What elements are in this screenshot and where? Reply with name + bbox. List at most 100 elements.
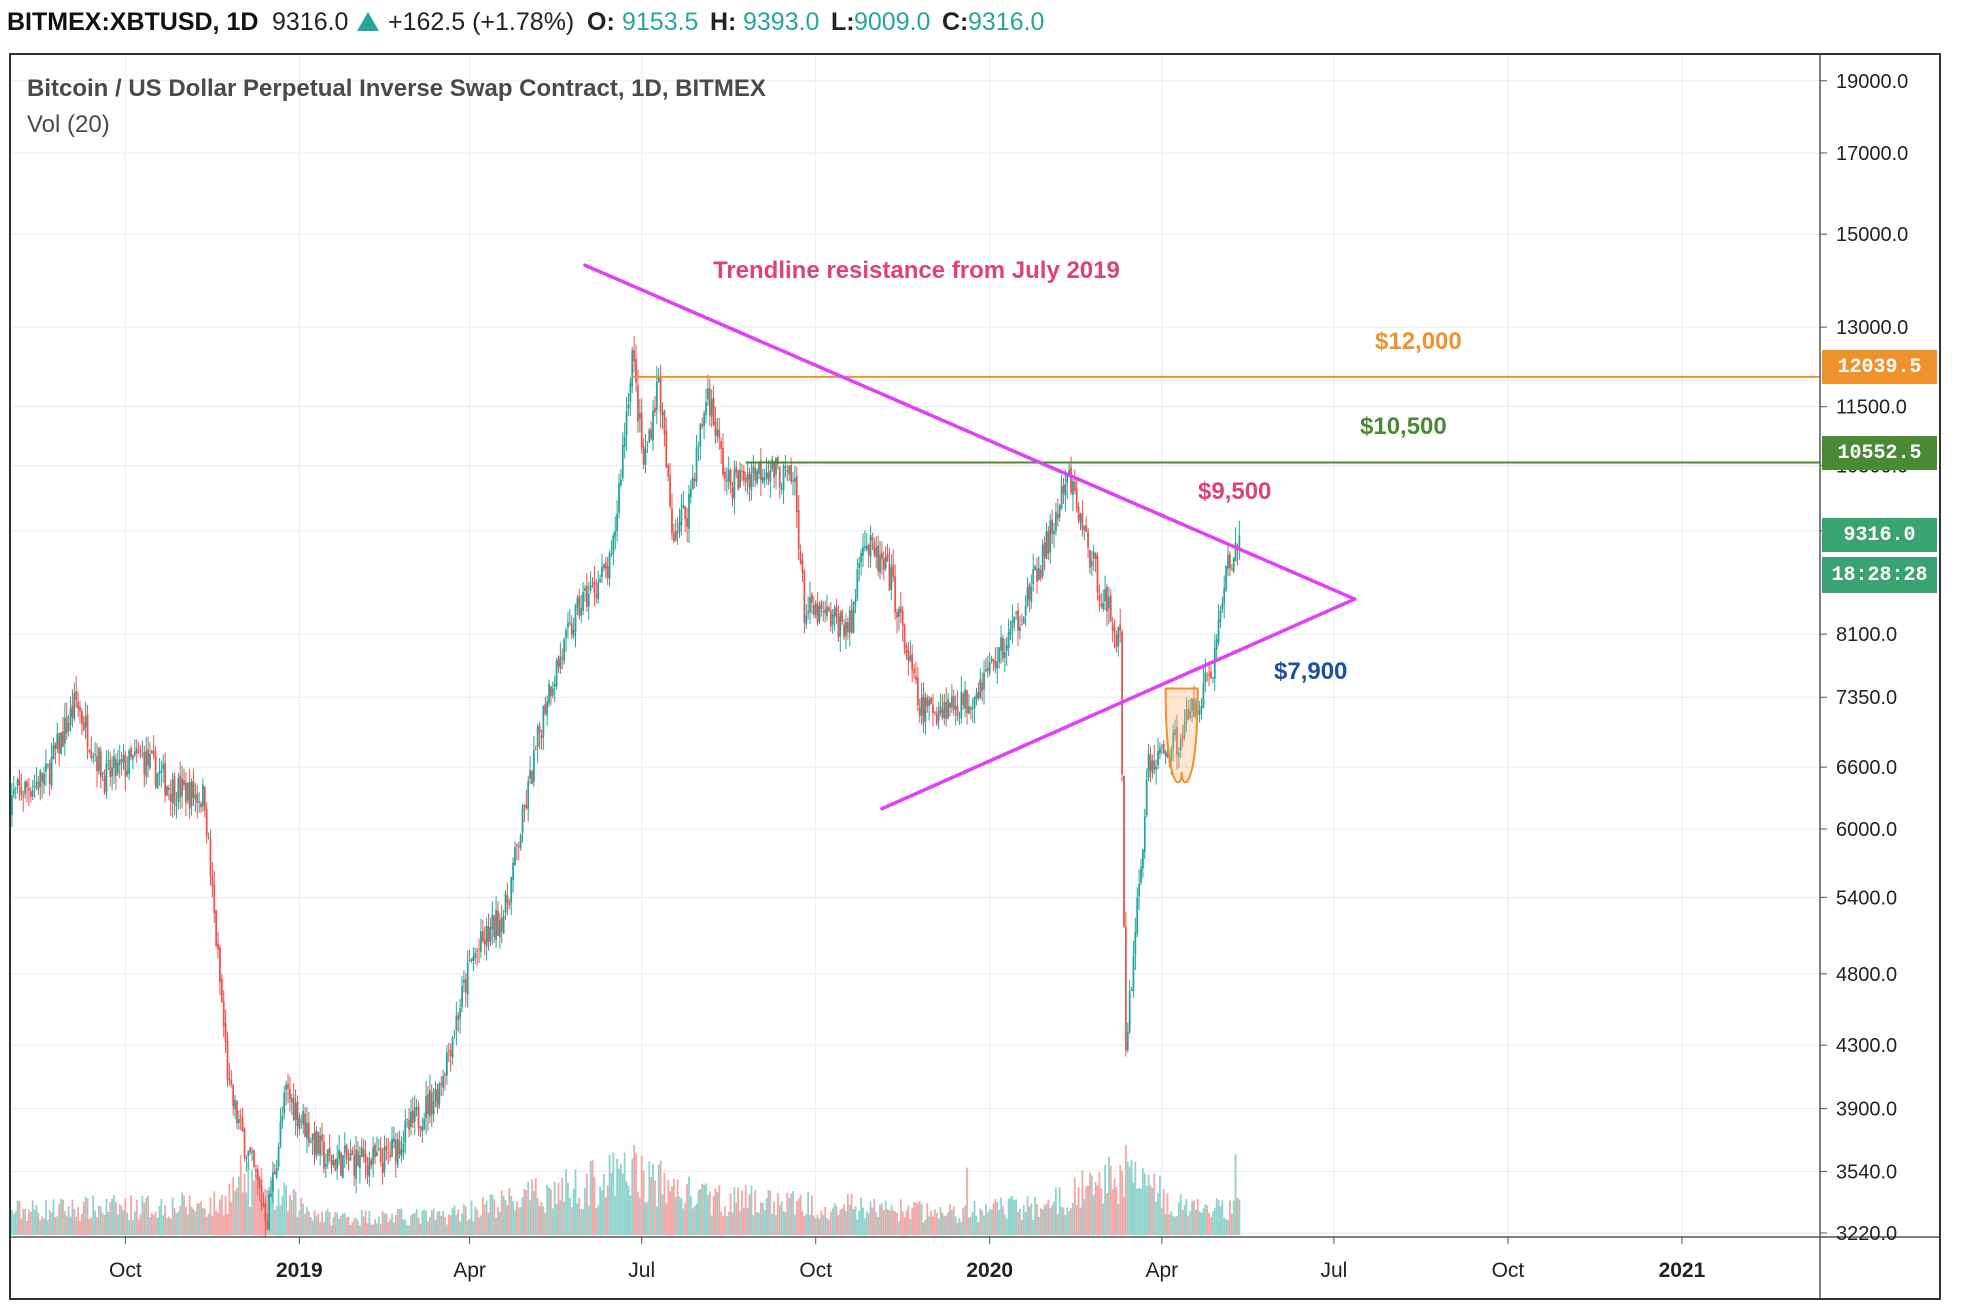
volume-bar xyxy=(58,1204,61,1235)
volume-bar xyxy=(909,1218,912,1235)
candle-body xyxy=(644,448,647,465)
volume-indicator-label[interactable]: Vol (20) xyxy=(27,111,110,138)
candle-body xyxy=(43,773,45,785)
candle-body xyxy=(682,504,685,508)
candle-body xyxy=(296,1101,299,1127)
volume-bar xyxy=(487,1212,490,1235)
time-axis[interactable]: Oct 2019 Apr Jul Oct 2020 Apr Jul Oct 2021 xyxy=(109,1237,1706,1282)
candle-body xyxy=(903,624,906,648)
trendline-support xyxy=(880,597,1357,811)
volume-bar xyxy=(137,1219,140,1235)
volume-bar xyxy=(956,1223,959,1235)
candle-body xyxy=(633,350,636,362)
volume-bar xyxy=(661,1194,664,1235)
volume-bar xyxy=(521,1196,524,1235)
volume-bar xyxy=(211,1215,214,1235)
candle-body xyxy=(803,571,806,623)
volume-bar xyxy=(648,1161,651,1235)
candle-body xyxy=(602,564,605,568)
candle-body xyxy=(1011,619,1014,629)
volume-bar xyxy=(850,1193,853,1235)
volume-bar xyxy=(684,1203,687,1235)
volume-bar xyxy=(725,1216,728,1235)
volume-bar xyxy=(941,1212,944,1235)
candle-body xyxy=(960,691,963,718)
volume-bar xyxy=(1193,1200,1195,1235)
volume-bar xyxy=(1098,1172,1101,1235)
candle-body xyxy=(171,779,174,803)
candle-body xyxy=(1215,639,1218,650)
candle-body xyxy=(510,877,513,903)
volume-bar xyxy=(869,1201,872,1235)
candle-body xyxy=(1204,672,1207,683)
candle-body xyxy=(780,488,783,490)
candle-body xyxy=(196,793,199,804)
volume-bar xyxy=(1126,1161,1129,1235)
volume-bar xyxy=(73,1208,76,1235)
volume-bar xyxy=(186,1214,189,1235)
volume-bar xyxy=(122,1210,125,1235)
candle-body xyxy=(1092,551,1095,558)
candle-body xyxy=(881,552,883,560)
volume-bar xyxy=(251,1169,253,1235)
volume-bar xyxy=(393,1222,395,1235)
volume-bar xyxy=(905,1210,908,1235)
candle-body xyxy=(80,711,83,724)
candle-body xyxy=(103,775,106,794)
candle-body xyxy=(290,1098,293,1103)
candle-body xyxy=(1100,603,1103,607)
candle-body xyxy=(514,847,516,866)
volume-bar xyxy=(546,1184,549,1235)
volume-bar xyxy=(1187,1215,1190,1235)
candle-body xyxy=(854,599,857,605)
volume-bar xyxy=(572,1188,575,1235)
open-label: O: xyxy=(587,8,615,36)
volume-bar xyxy=(306,1207,308,1235)
candle-body xyxy=(275,1168,278,1178)
volume-bar xyxy=(1181,1209,1184,1235)
volume-bar xyxy=(1092,1195,1095,1235)
high-label: H: xyxy=(710,8,737,36)
volume-bar xyxy=(478,1217,480,1235)
volume-bar xyxy=(97,1205,100,1235)
volume-bar xyxy=(1030,1203,1033,1235)
candle-body xyxy=(461,986,463,1008)
volume-bar xyxy=(164,1205,166,1235)
volume-bar xyxy=(517,1207,520,1235)
candle-body xyxy=(686,518,688,527)
candle-body xyxy=(966,690,968,713)
volume-bar xyxy=(80,1213,83,1235)
candle-body xyxy=(52,745,55,760)
candle-body xyxy=(886,553,889,562)
volume-bar xyxy=(307,1211,310,1235)
x-tick-label: 2020 xyxy=(966,1259,1013,1282)
candle-body xyxy=(313,1132,316,1154)
candle-body xyxy=(1170,748,1173,762)
candle-body xyxy=(557,658,560,667)
candle-body xyxy=(1111,623,1114,631)
candle-body xyxy=(203,786,206,810)
candle-body xyxy=(315,1130,318,1157)
volume-bar xyxy=(1174,1216,1176,1235)
volume-bar xyxy=(835,1205,838,1235)
volume-bar xyxy=(52,1199,55,1235)
volume-bar xyxy=(1011,1196,1014,1235)
candle-body xyxy=(684,506,687,519)
candle-body xyxy=(245,1157,248,1160)
volume-bar xyxy=(551,1208,554,1235)
volume-bar xyxy=(913,1201,915,1235)
level-10500-price-badge: 10552.5 xyxy=(1822,436,1937,470)
candle-body xyxy=(1098,595,1101,602)
volume-bar xyxy=(1153,1173,1156,1235)
volume-bar xyxy=(1032,1219,1035,1235)
candle-body xyxy=(336,1158,339,1169)
volume-bar xyxy=(1198,1211,1201,1235)
candle-body xyxy=(466,962,469,995)
candle-body xyxy=(741,470,743,472)
candle-body xyxy=(754,468,757,481)
candle-body xyxy=(476,950,479,952)
candle-body xyxy=(846,621,849,633)
candle-body xyxy=(489,927,492,942)
symbol-label[interactable]: BITMEX:XBTUSD, 1D xyxy=(7,8,259,36)
